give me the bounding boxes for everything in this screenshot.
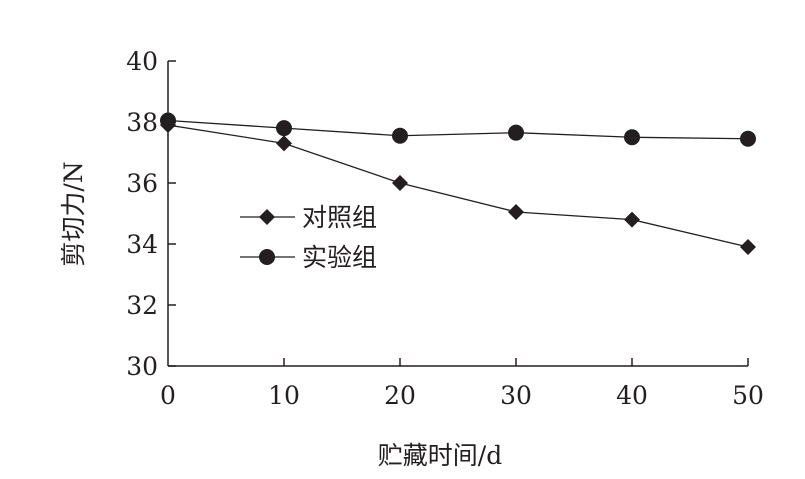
x-tick-label: 40 (616, 381, 648, 410)
x-axis-title: 贮藏时间/d (378, 441, 502, 470)
diamond-data-point (392, 175, 408, 191)
circle-data-point (276, 120, 292, 137)
series-line (167, 124, 749, 248)
diamond-data-point (508, 203, 524, 220)
circle-data-point (740, 130, 756, 147)
legend-circle-marker (259, 249, 275, 265)
x-tick-label: 20 (384, 381, 416, 410)
y-axis-title: 剪切力/N (59, 161, 88, 266)
x-tick-label: 10 (268, 381, 300, 410)
y-tick-label: 38 (126, 108, 158, 137)
x-tick-label: 30 (500, 381, 532, 410)
circle-data-point (508, 124, 524, 141)
y-tick-label: 30 (126, 352, 158, 381)
x-tick-label: 50 (732, 381, 764, 410)
circle-data-point (624, 129, 640, 146)
y-tick-label: 32 (126, 291, 158, 320)
series-line (167, 119, 749, 140)
x-tick-label: 0 (160, 381, 176, 410)
y-tick-label: 40 (126, 47, 158, 76)
x-ticks: 0 10 20 30 40 50 (160, 358, 764, 410)
circle-data-point (160, 112, 176, 129)
circle-data-point (392, 127, 408, 144)
axes: 30 32 34 36 38 40 0 10 20 30 40 50 (126, 47, 764, 410)
legend-diamond-marker (259, 209, 275, 225)
legend-label: 实验组 (302, 243, 377, 272)
y-tick-label: 34 (126, 230, 158, 259)
diamond-data-point (276, 135, 292, 152)
series-2 (160, 112, 756, 147)
y-tick-label: 36 (126, 169, 158, 198)
legend-item: 对照组 (240, 203, 377, 232)
diamond-data-point (624, 211, 640, 228)
legend-label: 对照组 (302, 203, 377, 232)
series-layer (160, 112, 756, 256)
diamond-data-point (740, 239, 756, 256)
legend-item: 实验组 (240, 243, 377, 272)
y-ticks: 30 32 34 36 38 40 (126, 47, 176, 381)
